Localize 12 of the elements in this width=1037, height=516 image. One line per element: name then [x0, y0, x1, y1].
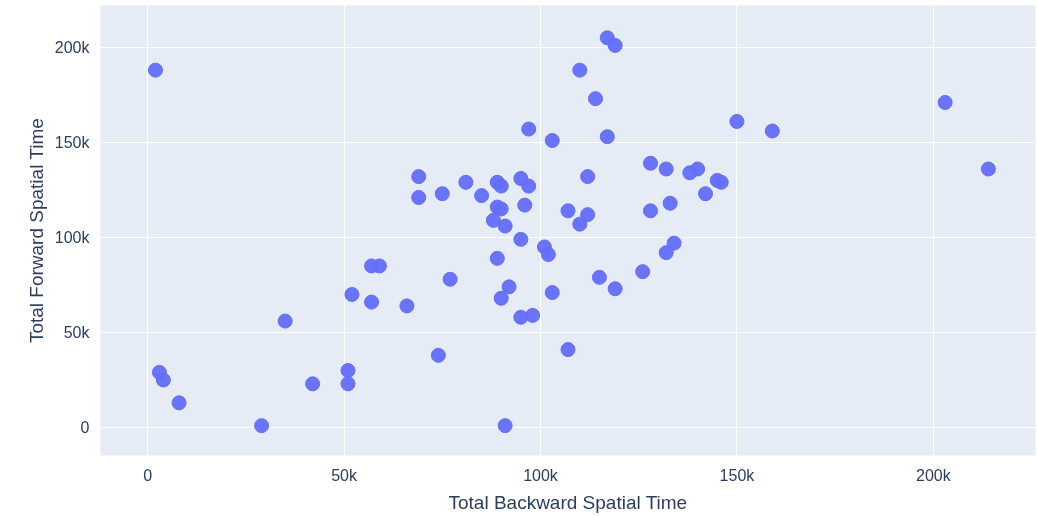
- y-tick-label: 0: [80, 419, 90, 437]
- x-tick-label: 150k: [719, 466, 756, 484]
- x-tick-label: 0: [143, 466, 153, 484]
- y-axis-title: Total Forward Spatial Time: [25, 118, 47, 344]
- x-tick-label: 200k: [916, 466, 952, 484]
- y-tick-label: 50k: [63, 324, 91, 341]
- x-tick-label: 100k: [523, 466, 559, 484]
- x-tick-label: 50k: [331, 466, 358, 484]
- y-tick-label: 200k: [54, 38, 91, 56]
- y-tick-label: 100k: [54, 228, 91, 246]
- y-tick-label: 150k: [54, 133, 91, 151]
- x-axis-title: Total Backward Spatial Time: [448, 491, 688, 513]
